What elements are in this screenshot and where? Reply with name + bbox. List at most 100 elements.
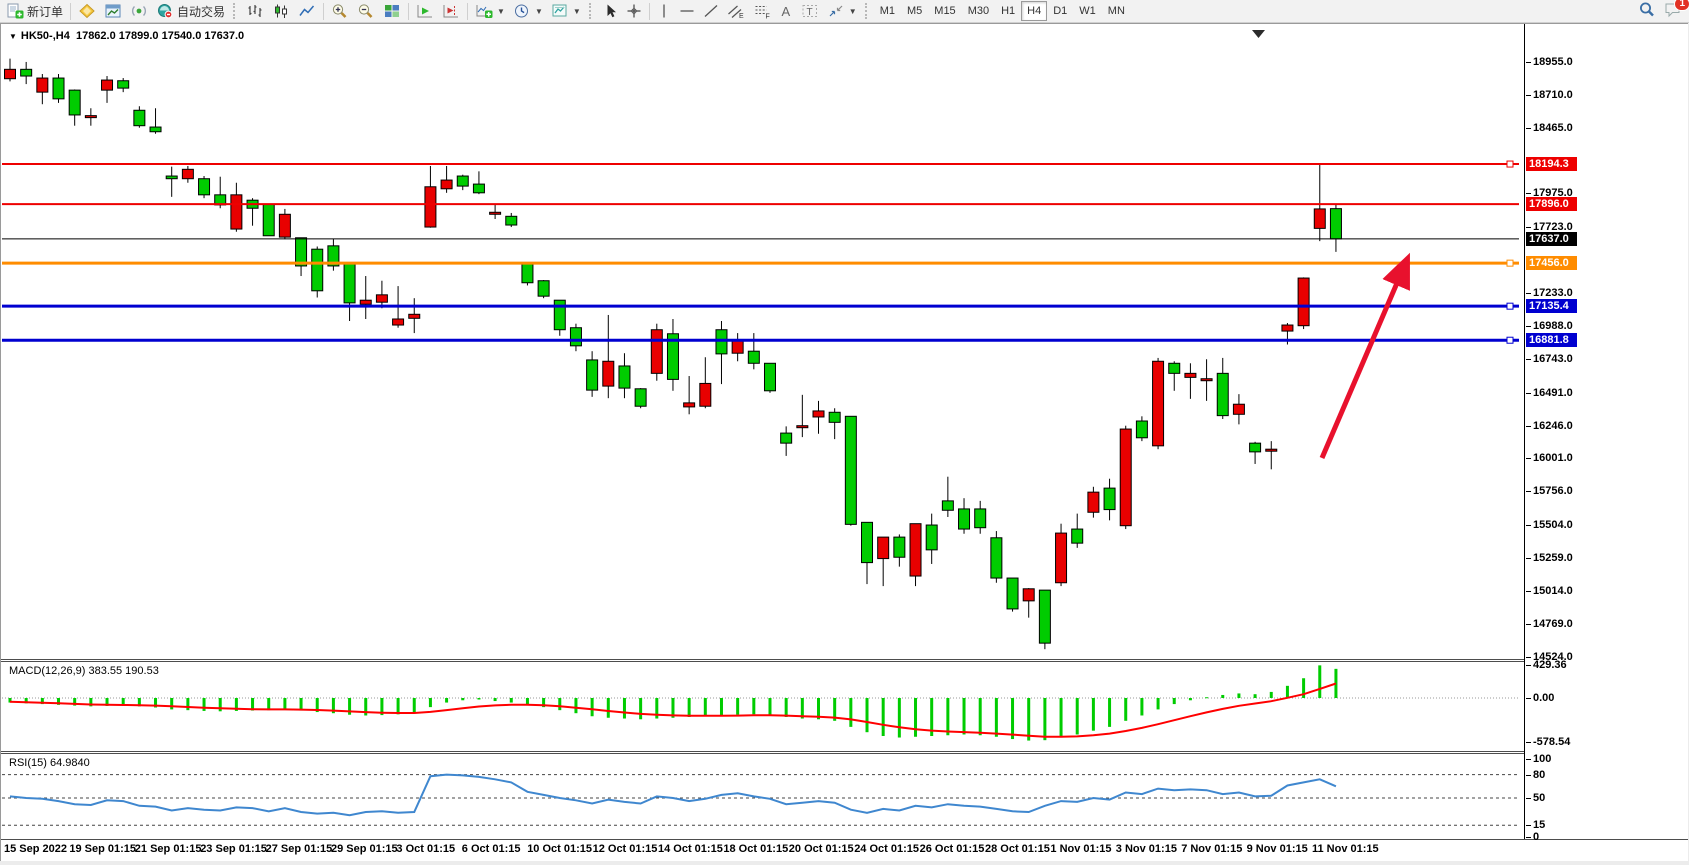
vertical-line-tool-button[interactable] <box>653 0 675 22</box>
timeframe-w1[interactable]: W1 <box>1079 5 1096 17</box>
candle-body <box>1038 589 1051 644</box>
arrows-icon <box>827 3 845 19</box>
channel-tool-button[interactable]: E <box>723 0 749 22</box>
pane-splitter[interactable] <box>1 751 1688 754</box>
macd-histogram-bar <box>1091 698 1095 731</box>
svg-text:A: A <box>781 4 790 19</box>
separator <box>70 2 72 20</box>
timeframe-m30[interactable]: M30 <box>967 5 990 17</box>
time-axis-label: 24 Oct 01:15 <box>854 843 920 855</box>
zoom-in-button[interactable] <box>327 0 353 22</box>
indicators-icon <box>475 3 493 19</box>
time-axis[interactable]: 15 Sep 2022 19 Sep 01:15 21 Sep 01:15 23 Se… <box>1 842 1524 859</box>
line-chart-button[interactable] <box>294 0 320 22</box>
text-tool-button[interactable]: A <box>775 0 797 22</box>
auto-scroll-button[interactable] <box>412 0 438 22</box>
candle-body <box>1297 277 1310 327</box>
svg-text:F: F <box>765 14 769 20</box>
rsi-indicator-pane[interactable] <box>2 754 1524 839</box>
macd-histogram-bar <box>881 698 885 736</box>
macd-histogram-bar <box>251 698 255 711</box>
toolbar-grip <box>588 3 593 19</box>
macd-axis-label: 429.36 <box>1526 659 1567 672</box>
timeframe-h1[interactable]: H1 <box>1001 5 1016 17</box>
time-axis-label: 29 Sep 01:15 <box>331 843 398 855</box>
text-label-icon: T <box>801 3 819 19</box>
macd-histogram-bar <box>509 698 513 703</box>
community-button[interactable] <box>126 0 152 22</box>
line-handle[interactable] <box>1506 302 1514 310</box>
crosshair-tool-button[interactable] <box>622 0 646 22</box>
zoom-out-button[interactable] <box>353 0 379 22</box>
candle-body <box>1152 360 1165 447</box>
templates-button[interactable]: ▼ <box>547 0 585 22</box>
rsi-axis-label: 15 <box>1525 819 1546 832</box>
charts-window-button[interactable] <box>100 0 126 22</box>
metaeditor-button[interactable] <box>74 0 100 22</box>
candle-body <box>958 508 971 530</box>
candle-body <box>812 410 825 418</box>
timeframe-m5[interactable]: M5 <box>907 5 923 17</box>
text-label-tool-button[interactable]: T <box>797 0 823 22</box>
timeframe-m15[interactable]: M15 <box>934 5 956 17</box>
candle-body <box>893 536 906 558</box>
chart-info-line: ▼ HK50-,H4 17862.0 17899.0 17540.0 17637.… <box>9 30 244 42</box>
candle-body <box>440 179 453 190</box>
tile-windows-button[interactable] <box>379 0 405 22</box>
macd-histogram-bar <box>170 698 174 710</box>
price-chart-pane[interactable] <box>2 27 1524 659</box>
time-axis-label: 7 Nov 01:15 <box>1181 843 1243 855</box>
macd-histogram-bar <box>606 698 610 718</box>
new-order-button[interactable]: 新订单 <box>2 0 67 22</box>
indicators-button[interactable]: ▼ <box>471 0 509 22</box>
macd-signal-line <box>9 682 1337 738</box>
search-icon[interactable] <box>1638 1 1656 23</box>
macd-histogram-bar <box>768 698 772 715</box>
chat-button[interactable]: 1 <box>1664 0 1689 23</box>
macd-histogram-bar <box>1172 698 1176 705</box>
chart-shift-marker[interactable] <box>1252 30 1265 38</box>
price-axis-label: 15756.0 <box>1526 485 1573 498</box>
price-axis[interactable]: 18955.0 18710.0 18465.0 17975.0 17723.0 17233… <box>1524 24 1688 843</box>
timeframe-d1[interactable]: D1 <box>1053 5 1068 17</box>
cursor-tool-button[interactable] <box>598 0 622 22</box>
periods-button[interactable]: ▼ <box>509 0 547 22</box>
autotrading-button[interactable]: 自动交易 <box>152 0 229 22</box>
candle-body <box>990 537 1003 579</box>
macd-histogram-bar <box>946 698 950 736</box>
chart-shift-button[interactable] <box>438 0 464 22</box>
trend-arrow[interactable] <box>1319 252 1410 459</box>
time-axis-label: 9 Nov 01:15 <box>1246 843 1308 855</box>
price-level-tag: 17896.0 <box>1526 197 1577 212</box>
line-handle[interactable] <box>1506 259 1514 267</box>
macd-histogram-bar <box>380 698 384 716</box>
bar-chart-button[interactable] <box>242 0 268 22</box>
macd-histogram-bar <box>24 698 28 704</box>
line-handle[interactable] <box>1506 160 1514 168</box>
fibonacci-tool-button[interactable]: F <box>749 0 775 22</box>
arrows-tool-button[interactable]: ▼ <box>823 0 861 22</box>
candle-body <box>20 68 33 77</box>
collapse-arrow-icon[interactable]: ▼ <box>9 32 17 41</box>
timeframe-mn[interactable]: MN <box>1107 5 1125 17</box>
candle-body <box>295 237 308 267</box>
chat-badge: 1 <box>1674 0 1689 11</box>
macd-indicator-pane[interactable] <box>2 662 1524 751</box>
macd-histogram-bar <box>1027 698 1031 741</box>
candle-body <box>278 213 291 238</box>
macd-histogram-bar <box>1124 698 1128 721</box>
pane-splitter[interactable] <box>1 659 1688 662</box>
line-handle[interactable] <box>1506 336 1514 344</box>
candlestick-chart-button[interactable] <box>268 0 294 22</box>
timeframe-m1[interactable]: M1 <box>879 5 895 17</box>
time-axis-label: 11 Nov 01:15 <box>1312 843 1379 855</box>
macd-histogram-bar <box>299 698 303 711</box>
trendline-tool-button[interactable] <box>699 0 723 22</box>
candle-body <box>521 262 534 284</box>
macd-histogram-bar <box>1237 693 1241 698</box>
timeframe-h4[interactable]: H4 <box>1021 1 1048 21</box>
horizontal-line-tool-button[interactable] <box>675 0 699 22</box>
candle-body <box>505 215 518 226</box>
macd-histogram-bar <box>1156 698 1160 710</box>
time-axis-label: 14 Oct 01:15 <box>658 843 723 855</box>
